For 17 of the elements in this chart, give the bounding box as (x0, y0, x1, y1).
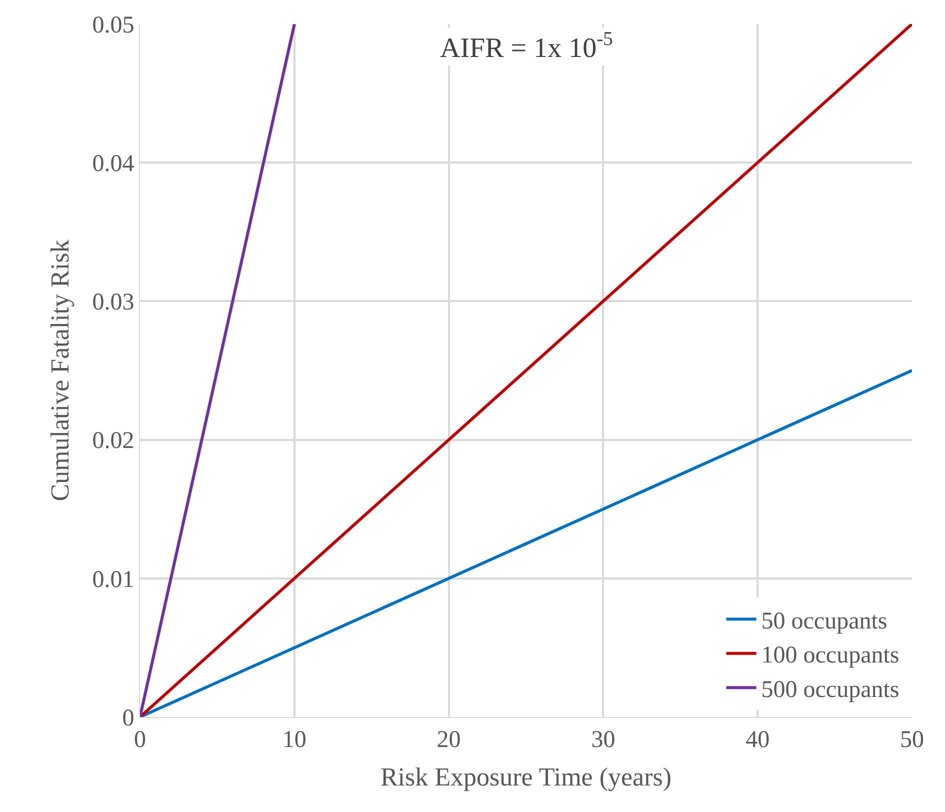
x-axis-title: Risk Exposure Time (years) (380, 762, 672, 792)
y-tick-label: 0.01 (92, 566, 134, 593)
legend-label: 50 occupants (761, 608, 888, 635)
legend-label: 500 occupants (761, 676, 900, 703)
annotation: AIFR = 1x 10$^{-5}$ (440, 29, 614, 64)
x-tick-label: 20 (436, 726, 461, 753)
y-tick-label: 0.03 (92, 290, 134, 316)
y-tick-label: 0.04 (92, 151, 134, 177)
y-tick-label: 0.05 (92, 12, 134, 38)
x-tick-label: 50 (900, 726, 924, 753)
y-tick-label: 0.02 (92, 428, 134, 454)
x-tick-label: 10 (282, 726, 306, 753)
y-axis-title: Cumulative Fatality Risk (46, 240, 75, 502)
y-tick-label: 0 (122, 705, 134, 732)
x-tick-label: 40 (746, 726, 770, 753)
x-tick-label: 30 (591, 726, 616, 753)
legend-label: 100 occupants (761, 642, 900, 669)
